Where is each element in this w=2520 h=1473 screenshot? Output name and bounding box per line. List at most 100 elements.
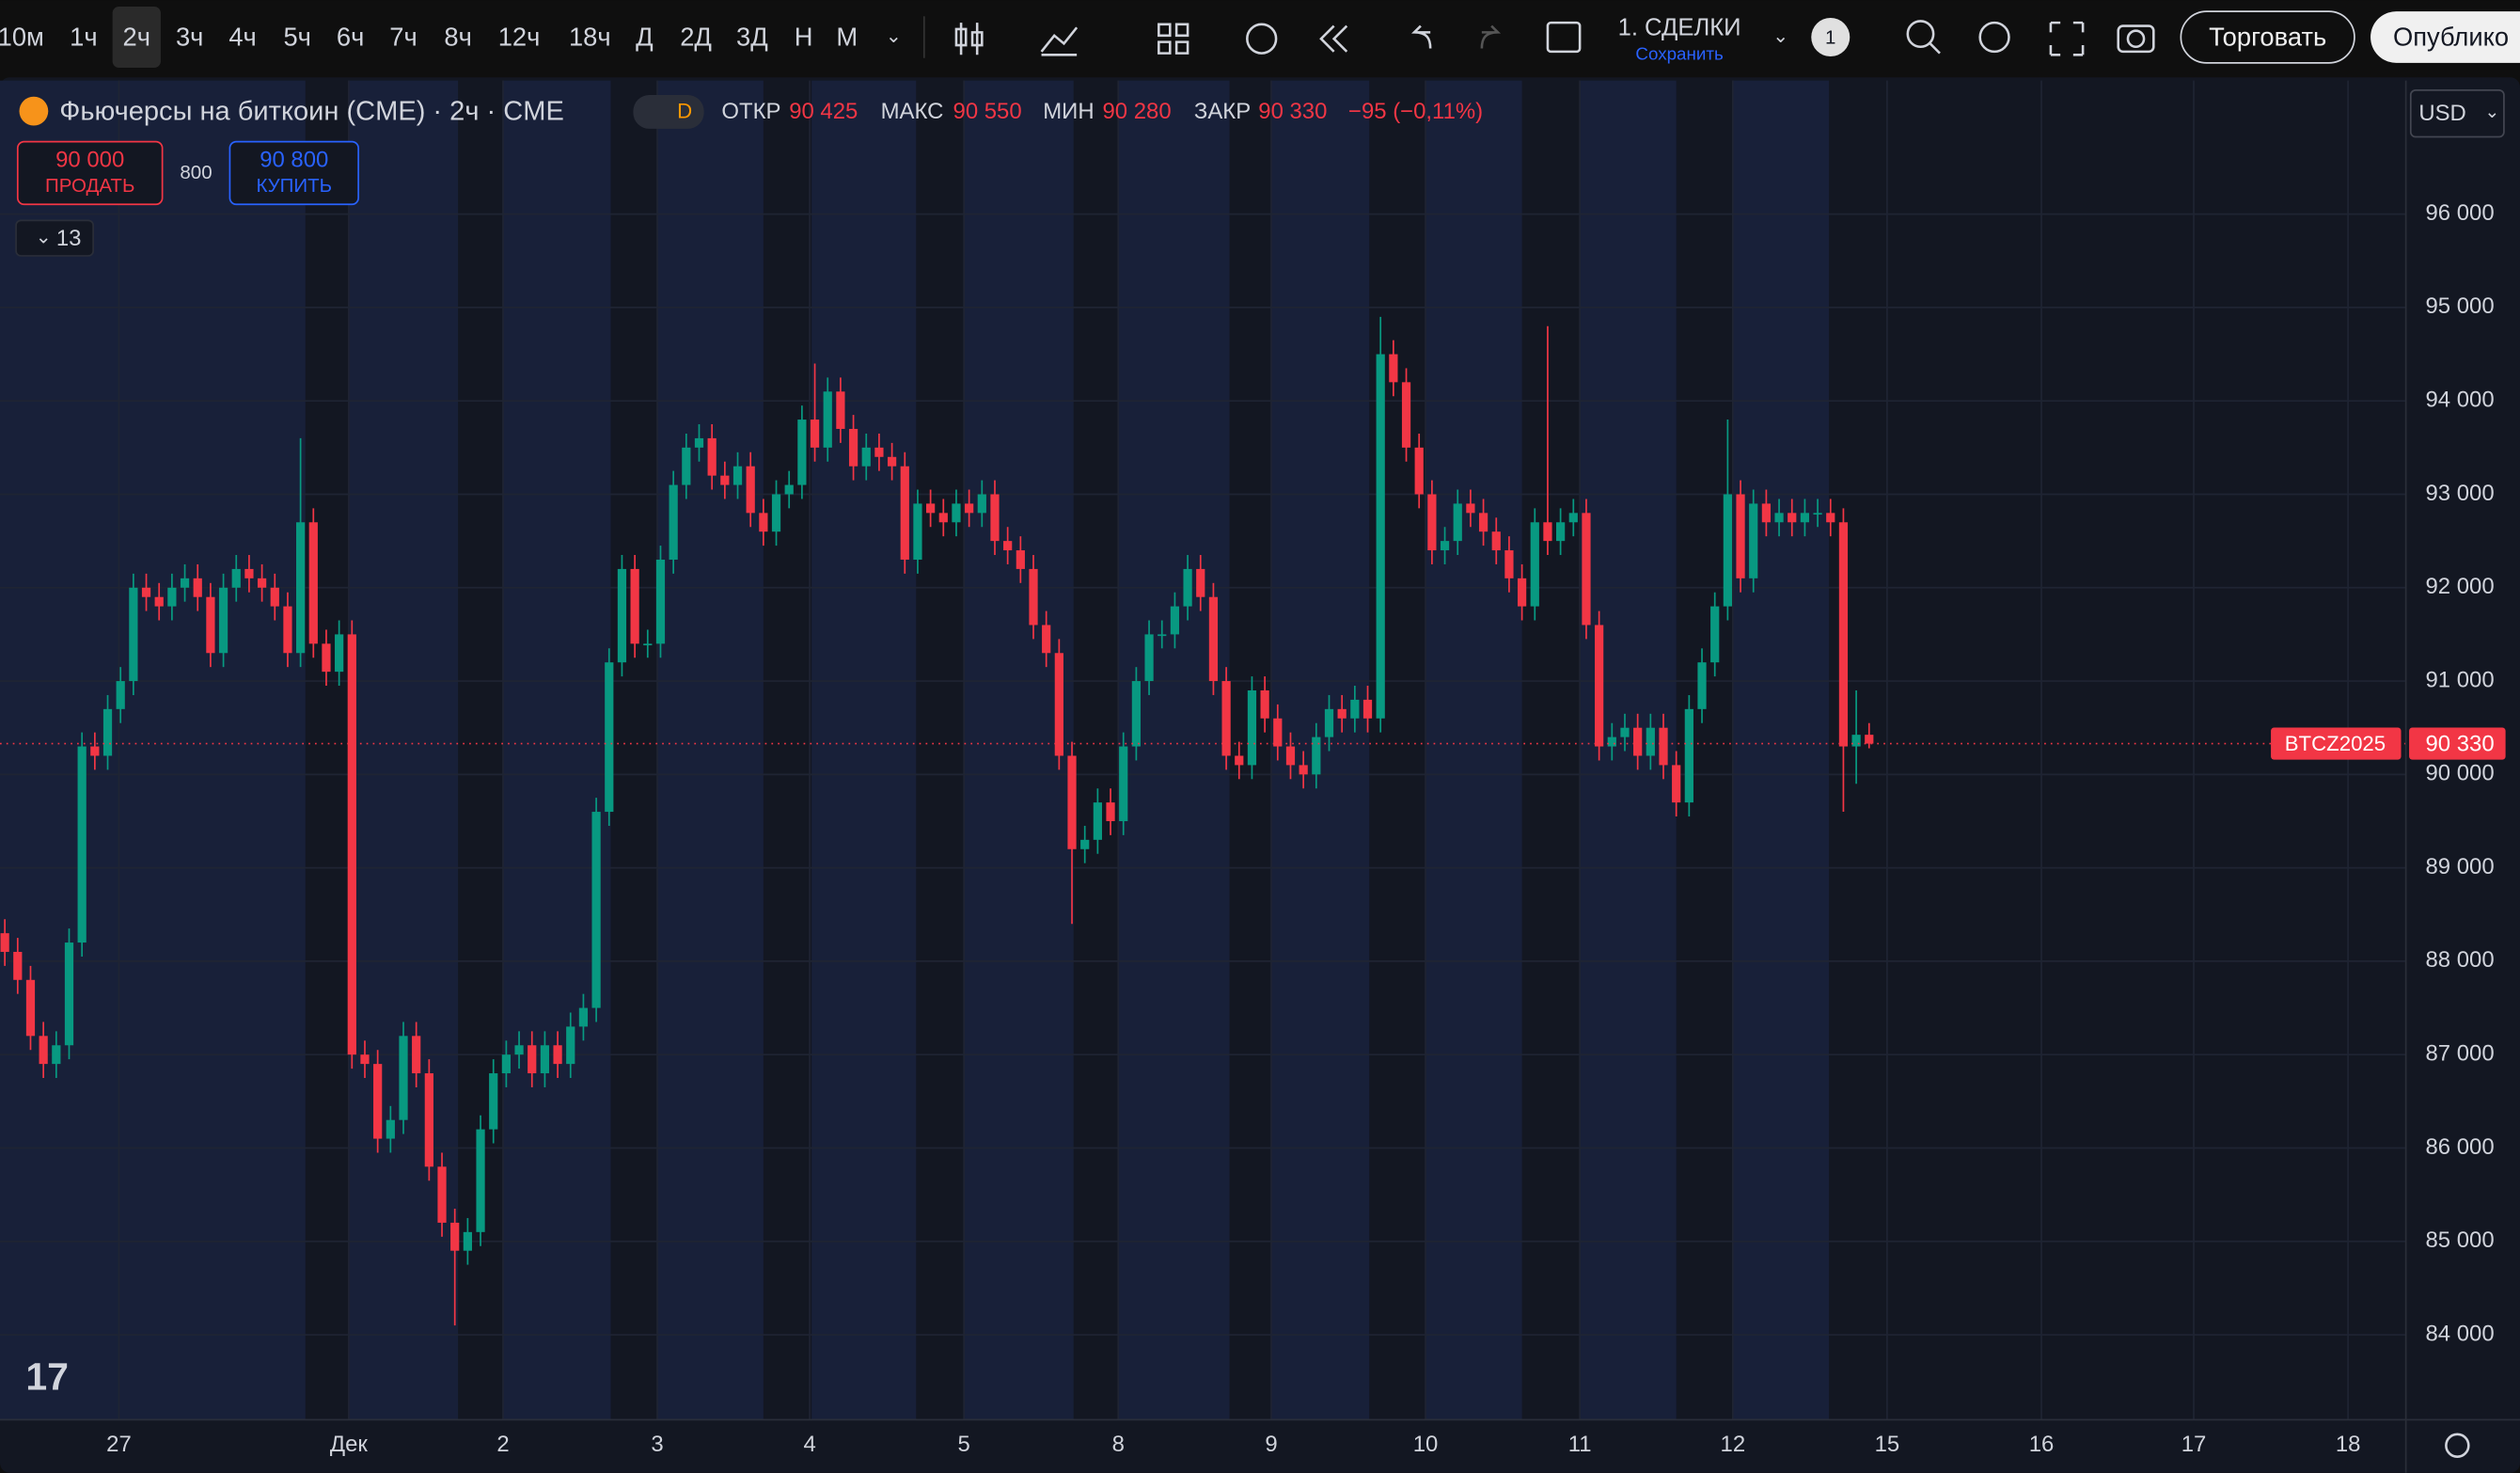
buy-label[interactable]: КУПИТЬ [256, 175, 332, 197]
candle-body [1595, 625, 1604, 747]
candle-body [682, 447, 691, 485]
publish-button[interactable] [2370, 11, 2520, 63]
candle-body [617, 568, 627, 663]
publish-button-label[interactable]: Опублико [2393, 22, 2509, 51]
candle-body [1800, 513, 1810, 523]
trade-button[interactable] [2180, 10, 2355, 64]
candle-icon[interactable] [954, 23, 984, 55]
candle-body [335, 634, 344, 673]
trade-button-label[interactable]: Торговать [2209, 22, 2326, 51]
badge-bg [1811, 17, 1851, 57]
settings-icon[interactable] [1978, 21, 2010, 54]
snapshot-icon[interactable] [2117, 24, 2155, 54]
close-label: ЗАКР [1194, 99, 1251, 124]
y-tick-label: 86 000 [2426, 1134, 2495, 1160]
layout-box-icon[interactable] [1546, 21, 1582, 54]
timeframe[interactable]: 12ч [498, 22, 541, 51]
indicator-icon[interactable] [1040, 26, 1079, 56]
open-label: ОТКР [721, 99, 780, 124]
timeframe[interactable]: 18ч [569, 22, 611, 51]
alert-icon[interactable] [1246, 23, 1278, 55]
candle-body [566, 1026, 575, 1065]
candle-body [694, 437, 704, 448]
x-tick-label: 15 [1875, 1432, 1900, 1457]
candle-body [887, 456, 897, 467]
sell-price[interactable]: 90 000 [55, 147, 124, 172]
candle-body [77, 746, 87, 943]
candle-body [90, 746, 100, 756]
timeframe[interactable]: 6ч [337, 22, 364, 51]
y-tick-label: 87 000 [2426, 1041, 2495, 1067]
timeframe[interactable]: М [836, 22, 858, 51]
replay-icon[interactable] [1319, 24, 1348, 53]
candle-body [605, 662, 614, 813]
candle-body [1119, 746, 1128, 821]
undo-icon[interactable] [1410, 24, 1432, 49]
indicators-count[interactable]: 13 [56, 226, 82, 251]
candle-body [1838, 522, 1849, 747]
buy-price[interactable]: 90 800 [260, 147, 328, 172]
buy-button[interactable] [228, 140, 360, 206]
candle-body [861, 447, 871, 467]
candle-body [283, 606, 292, 654]
candle-body [1235, 755, 1244, 766]
candle-body [1826, 513, 1835, 523]
indicators-toggle[interactable] [15, 219, 94, 257]
candle-body [1362, 699, 1373, 719]
open-value: 90 425 [789, 99, 858, 124]
candle-body [720, 475, 730, 485]
timeframe[interactable]: 2ч [123, 22, 150, 51]
timeframe[interactable]: 7ч [389, 22, 417, 51]
session-band [0, 80, 306, 1420]
dropdown[interactable]: ⌄ [1772, 25, 1788, 47]
timeframe[interactable]: 4ч [228, 22, 256, 51]
candle-body [1208, 596, 1219, 682]
candle-body [1530, 522, 1539, 607]
search-icon[interactable] [1906, 20, 1935, 49]
layout-icon[interactable] [1158, 23, 1189, 55]
candle-body [1196, 568, 1205, 597]
fullscreen-icon[interactable] [2049, 21, 2085, 56]
price-tag-bg [2409, 727, 2506, 760]
timeframe[interactable]: Д [636, 22, 654, 51]
candles [0, 316, 2406, 1326]
dropdown[interactable]: ⌄ [886, 25, 902, 47]
timeframe[interactable]: 3ч [176, 22, 203, 51]
candle-body [1440, 541, 1450, 551]
timeframe[interactable]: 3Д [736, 22, 768, 51]
y-tick-label: 85 000 [2426, 1228, 2495, 1253]
settings-icon[interactable] [2445, 1433, 2470, 1458]
candle-body [412, 1036, 421, 1074]
candle-body [450, 1222, 460, 1251]
sell-button[interactable] [16, 140, 164, 206]
candle-body [1697, 662, 1707, 709]
candle-body [990, 494, 1000, 542]
x-tick-label: 27 [106, 1432, 132, 1457]
candle-body [1170, 606, 1180, 635]
timeframe[interactable]: 8ч [444, 22, 471, 51]
sell-label[interactable]: ПРОДАТЬ [45, 175, 134, 197]
candle-body [1427, 494, 1437, 551]
candle-body [1620, 727, 1630, 737]
candle-body [39, 1036, 48, 1065]
y-tick-label: 84 000 [2426, 1321, 2495, 1346]
timeframe[interactable]: 10м [0, 22, 44, 51]
candle-body [746, 466, 755, 514]
save-link[interactable]: Сохранить [1635, 43, 1724, 63]
timeframe[interactable]: 5ч [283, 22, 310, 51]
candle-body [1633, 727, 1643, 756]
x-tick-label: 17 [2181, 1432, 2207, 1457]
badge-bg [633, 95, 704, 129]
candle-body [591, 812, 601, 1008]
candle-body [1080, 839, 1090, 849]
currency[interactable]: USD [2418, 101, 2465, 126]
timeframe[interactable]: Н [795, 22, 813, 51]
candle-body [1221, 681, 1231, 756]
layout-name[interactable]: 1. СДЕЛКИ [1618, 15, 1741, 41]
price-tag: BTCZ2025 90 330 [2271, 727, 2506, 760]
x-tick-label: 4 [803, 1432, 815, 1457]
candle-body [977, 494, 986, 514]
currency-select[interactable] [2409, 89, 2505, 138]
timeframe[interactable]: 2Д [680, 22, 712, 51]
timeframe[interactable]: 1ч [70, 22, 97, 51]
